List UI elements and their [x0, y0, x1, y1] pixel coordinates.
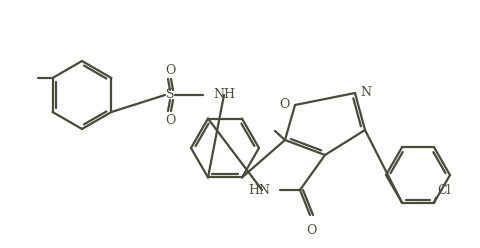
Text: O: O: [306, 224, 316, 237]
Text: S: S: [166, 89, 174, 101]
Text: NH: NH: [213, 89, 235, 101]
Text: N: N: [360, 86, 371, 98]
Text: HN: HN: [248, 184, 270, 196]
Text: Cl: Cl: [437, 184, 451, 197]
Text: O: O: [165, 114, 175, 126]
Text: O: O: [280, 97, 290, 111]
Text: O: O: [165, 63, 175, 76]
